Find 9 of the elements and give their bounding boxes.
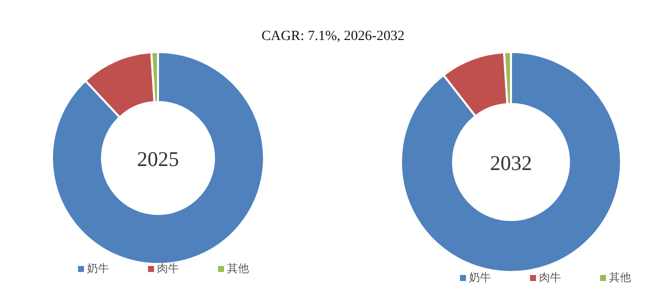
text: 2025 (137, 147, 179, 171)
legend-label: 奶牛 (469, 271, 491, 284)
legend-label: 其他 (227, 262, 249, 275)
legend-label: 肉牛 (539, 271, 561, 284)
legend-label: 肉牛 (157, 262, 179, 275)
text: CAGR: 7.1%, 2026-2032 (261, 29, 405, 44)
legend-label: 奶牛 (87, 262, 109, 275)
legend-label: 其他 (609, 271, 631, 284)
text: 2032 (490, 151, 532, 175)
